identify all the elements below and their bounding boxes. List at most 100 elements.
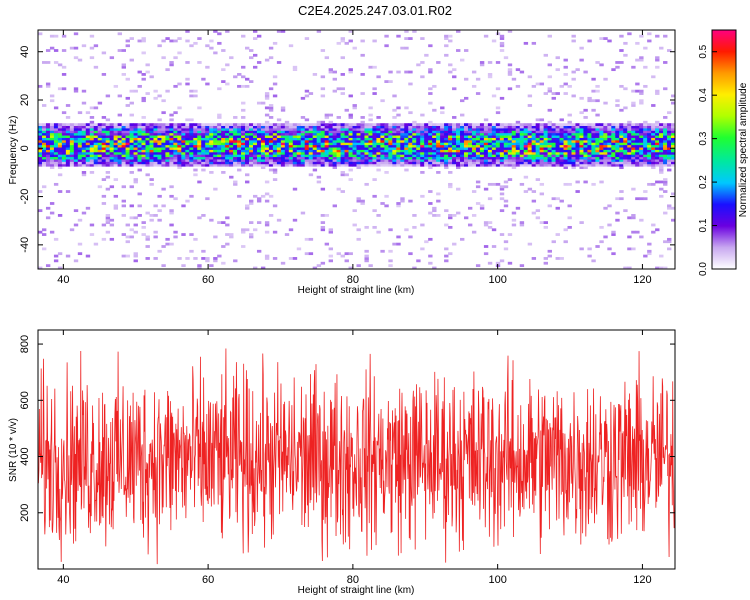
spectrogram-cell [436, 147, 441, 150]
spectrogram-cell [388, 156, 393, 160]
spectrogram-cell [217, 161, 222, 165]
spectrogram-cell [233, 139, 238, 143]
spectrogram-cell [189, 159, 194, 162]
spectrogram-cell [360, 139, 365, 143]
spectrogram-cell [217, 151, 222, 155]
spectrogram-cell [519, 223, 525, 227]
spectrogram-cell [121, 161, 126, 165]
spectrogram-cell [511, 163, 517, 167]
spectrogram-cell [340, 135, 345, 138]
spectrogram-cell [109, 161, 115, 165]
spectrogram-cell [209, 39, 214, 43]
spectrogram-cell [217, 156, 222, 160]
spectrogram-cell [499, 151, 505, 155]
spectrogram-cell [65, 147, 71, 150]
spectrogram-cell [241, 163, 246, 167]
spectrogram-cell [396, 235, 401, 239]
spectrogram-cell [543, 156, 548, 160]
spectrogram-cell [412, 156, 417, 160]
spectrogram-cell [276, 163, 282, 167]
spectrogram-cell [599, 137, 604, 141]
spectrogram-cell [527, 142, 533, 146]
spectrogram-cell [471, 151, 477, 155]
spectrogram-cell [137, 192, 142, 196]
spectrogram-cell [372, 125, 377, 129]
spectrogram-cell [420, 154, 425, 158]
spectrogram-cell [237, 163, 242, 167]
spectrogram-cell [491, 163, 497, 167]
spectrogram-cell [276, 154, 282, 158]
spectrogram-cell [105, 216, 111, 220]
spectrogram-cell [300, 161, 306, 165]
spectrogram-cell [595, 159, 600, 162]
spectrogram-cell [471, 214, 477, 217]
spectrogram-cell [567, 135, 572, 138]
spectrogram-cell [408, 252, 413, 256]
spectrogram-cell [53, 142, 59, 146]
spectrogram-cell [57, 156, 63, 160]
spectrogram-cell [671, 161, 676, 165]
spectrogram-cell [416, 156, 421, 160]
spectrogram-cell [360, 135, 365, 138]
spectrogram-cell [217, 163, 222, 167]
spectrogram-cell [591, 159, 596, 162]
spectrogram-cell [623, 139, 628, 143]
spectrogram-cell [125, 142, 130, 146]
spectrogram-cell [85, 206, 91, 210]
spectrogram-cell [499, 259, 505, 263]
spectrogram-cell [316, 151, 322, 155]
spectrogram-cell [340, 190, 345, 193]
spectrogram-cell [161, 125, 166, 129]
spectrogram-cell [651, 156, 656, 160]
spectrogram-cell [563, 65, 568, 69]
spectrogram-cell [165, 147, 170, 150]
spectrogram-cell [296, 142, 302, 146]
spectrogram-cell [647, 161, 652, 165]
spectrogram-cell [308, 147, 314, 150]
spectrogram-cell [41, 144, 47, 148]
spectrogram-cell [380, 154, 385, 158]
spectrogram-cell [448, 185, 453, 189]
spectrogram-cell [105, 214, 111, 217]
spectrogram-cell [448, 137, 453, 141]
spectrogram-cell [436, 139, 441, 143]
spectrogram-cell [53, 163, 59, 167]
spectrogram-cell [603, 127, 608, 131]
spectrogram-cell [69, 125, 75, 129]
spectrogram-cell [113, 178, 119, 181]
spectrogram-cell [555, 142, 560, 146]
spectrogram-cell [320, 135, 326, 138]
spectrogram-cell [671, 130, 676, 134]
spectrogram-cell [388, 125, 393, 129]
spectrogram-cell [53, 127, 59, 131]
spectrogram-cell [527, 75, 533, 79]
spectrogram-cell [392, 135, 397, 138]
spectrogram-cell [364, 163, 369, 167]
spectrogram-cell [145, 135, 150, 138]
spectrogram-cell [623, 147, 628, 150]
spectrogram-cell [483, 142, 489, 146]
spectrogram-cell [531, 211, 537, 215]
spectrogram-cell [344, 132, 349, 136]
spectrogram-cell [416, 132, 421, 136]
spectrogram-x-ticks: 40 60 80 100 120 [57, 30, 652, 286]
spectrogram-cell [639, 130, 644, 134]
spectrogram-cell [145, 70, 150, 74]
spectrogram-cell [292, 127, 298, 131]
spectrogram-cell [491, 132, 497, 136]
spectrogram-cell [193, 132, 198, 136]
spectrogram-cell [448, 149, 453, 153]
spectrogram-cell [360, 156, 365, 160]
spectrogram-cell [475, 151, 481, 155]
spectrogram-cell [101, 144, 107, 148]
spectrogram-cell [396, 156, 401, 160]
spectrogram-cell [627, 266, 632, 270]
spectrogram-cell [320, 221, 326, 224]
spectrogram-cell [456, 166, 461, 170]
spectrogram-cell [356, 199, 361, 203]
spectrogram-cell [288, 147, 294, 150]
spectrogram-cell [276, 144, 282, 148]
spectrogram-cell [57, 173, 63, 177]
spectrogram-cell [256, 144, 262, 148]
spectrogram-cell [145, 132, 150, 136]
